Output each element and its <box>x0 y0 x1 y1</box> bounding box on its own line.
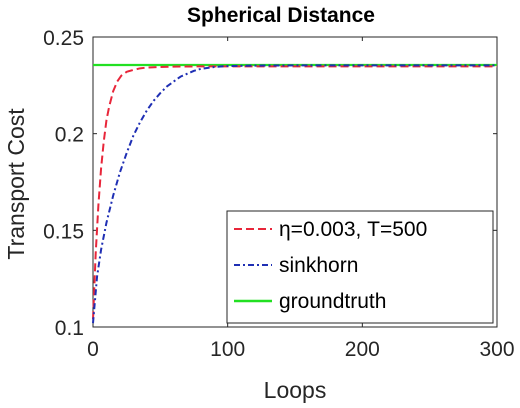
legend-label: η=0.003, T=500 <box>279 218 427 241</box>
chart-title: Spherical Distance <box>187 4 375 27</box>
y-tick-label: 0.15 <box>43 220 84 243</box>
x-tick-label: 0 <box>87 338 99 361</box>
x-tick-label: 100 <box>210 338 245 361</box>
series-line-sinkhorn <box>92 64 497 324</box>
y-axis-label: Transport Cost <box>3 108 29 260</box>
y-tick-label: 0.25 <box>43 27 84 50</box>
axis-ticks: 0 100 200 300 0.1 0.15 0.2 0.25 <box>43 27 514 361</box>
y-tick-label: 0.2 <box>55 124 84 147</box>
legend-label: groundtruth <box>279 290 386 313</box>
legend: η=0.003, T=500 sinkhorn groundtruth <box>226 210 494 324</box>
x-axis-label: Loops <box>264 377 327 403</box>
plot-series <box>92 63 497 324</box>
plot-frame <box>92 36 498 328</box>
x-tick-label: 300 <box>479 338 514 361</box>
legend-label: sinkhorn <box>279 254 358 277</box>
x-tick-label: 200 <box>345 338 380 361</box>
y-tick-label: 0.1 <box>55 317 84 340</box>
